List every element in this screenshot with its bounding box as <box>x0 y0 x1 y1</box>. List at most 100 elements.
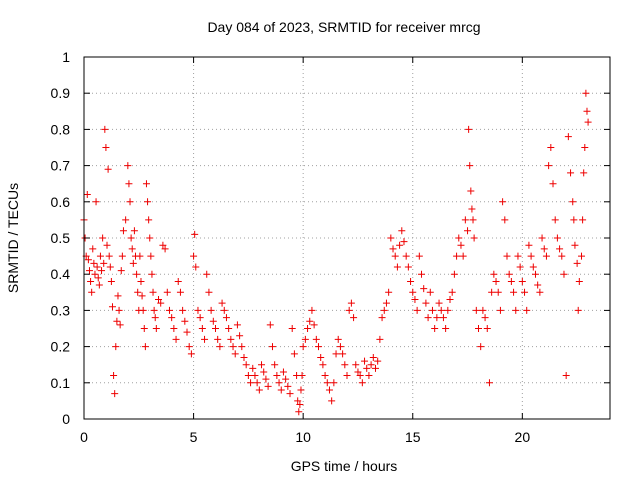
data-point <box>516 263 524 271</box>
data-point <box>92 198 100 206</box>
data-point <box>273 372 281 380</box>
data-point <box>525 241 533 249</box>
y-tick-labels: 0 0.1 0.2 0.3 0.4 0.5 0.6 0.7 0.8 0.9 1 <box>51 49 71 427</box>
data-point <box>161 245 169 253</box>
data-point <box>385 288 393 296</box>
data-point <box>116 321 124 329</box>
data-point <box>133 270 141 278</box>
y-tick-label: 0.2 <box>51 339 71 355</box>
data-point <box>258 361 266 369</box>
data-point <box>477 343 485 351</box>
data-point <box>233 321 241 329</box>
data-point <box>581 144 589 151</box>
axis-ticks <box>83 56 610 420</box>
data-point <box>296 401 304 409</box>
data-point <box>549 180 557 188</box>
data-point <box>212 325 219 332</box>
data-point <box>402 252 410 260</box>
data-point <box>424 314 432 322</box>
data-point <box>323 379 331 387</box>
data-point <box>148 270 156 278</box>
data-point <box>129 259 137 267</box>
data-point <box>99 234 107 242</box>
data-point <box>365 372 373 380</box>
y-tick-label: 0.4 <box>51 266 71 282</box>
data-point <box>98 267 106 275</box>
data-point <box>464 227 472 235</box>
data-point <box>367 361 375 369</box>
data-point <box>569 198 577 206</box>
data-point <box>271 361 279 369</box>
data-point <box>578 252 586 260</box>
data-point <box>93 263 101 271</box>
data-point <box>490 270 498 278</box>
data-point <box>207 306 215 314</box>
data-point <box>579 216 587 224</box>
data-point <box>420 285 428 293</box>
data-point <box>295 408 303 416</box>
data-point <box>461 216 469 224</box>
data-point <box>435 299 443 307</box>
data-point <box>503 252 511 260</box>
data-point <box>128 245 136 253</box>
data-point <box>470 234 478 242</box>
x-tick-labels: 0 5 10 15 20 <box>80 429 530 445</box>
data-point <box>521 288 529 296</box>
data-point <box>547 144 555 151</box>
data-point <box>483 325 491 332</box>
chart-title: Day 084 of 2023, SRMTID for receiver mrc… <box>207 19 480 35</box>
data-point <box>481 314 489 322</box>
data-point <box>185 343 193 351</box>
data-point <box>106 263 114 271</box>
x-tick-label: 15 <box>405 429 421 445</box>
data-point <box>142 180 150 188</box>
data-point <box>163 288 171 296</box>
data-point <box>439 314 447 322</box>
data-point <box>356 372 364 380</box>
data-point <box>510 288 518 296</box>
data-point <box>393 263 401 271</box>
data-point <box>264 382 272 390</box>
data-point <box>218 299 226 307</box>
data-points <box>80 89 592 416</box>
data-point <box>100 259 108 267</box>
data-point <box>523 306 531 314</box>
data-point <box>527 252 535 260</box>
data-point <box>196 314 204 322</box>
data-point <box>422 299 430 307</box>
data-point <box>149 288 157 296</box>
data-point <box>472 306 480 314</box>
data-point <box>108 303 116 311</box>
data-point <box>209 317 217 325</box>
data-point <box>376 335 384 343</box>
data-point <box>448 288 456 296</box>
data-point <box>104 165 112 173</box>
data-point <box>134 288 142 296</box>
data-point <box>127 234 135 242</box>
data-point <box>505 270 513 278</box>
data-point <box>534 281 542 289</box>
data-point <box>146 234 154 242</box>
data-point <box>574 306 582 314</box>
data-point <box>301 335 309 343</box>
data-point <box>190 252 198 260</box>
data-point <box>457 241 465 249</box>
data-point <box>304 325 312 332</box>
data-point <box>90 259 98 267</box>
data-point <box>325 386 333 394</box>
x-tick-label: 0 <box>80 429 88 445</box>
data-point <box>144 198 152 206</box>
data-point <box>136 252 144 260</box>
data-point <box>475 325 482 332</box>
data-point <box>310 321 318 329</box>
data-point <box>118 252 126 260</box>
data-point <box>145 216 153 224</box>
data-point <box>268 343 276 351</box>
data-point <box>198 325 206 332</box>
data-point <box>117 267 125 275</box>
data-point <box>155 296 163 304</box>
data-point <box>469 216 477 224</box>
data-point <box>380 306 388 314</box>
data-point <box>124 162 132 170</box>
data-point <box>444 306 452 314</box>
